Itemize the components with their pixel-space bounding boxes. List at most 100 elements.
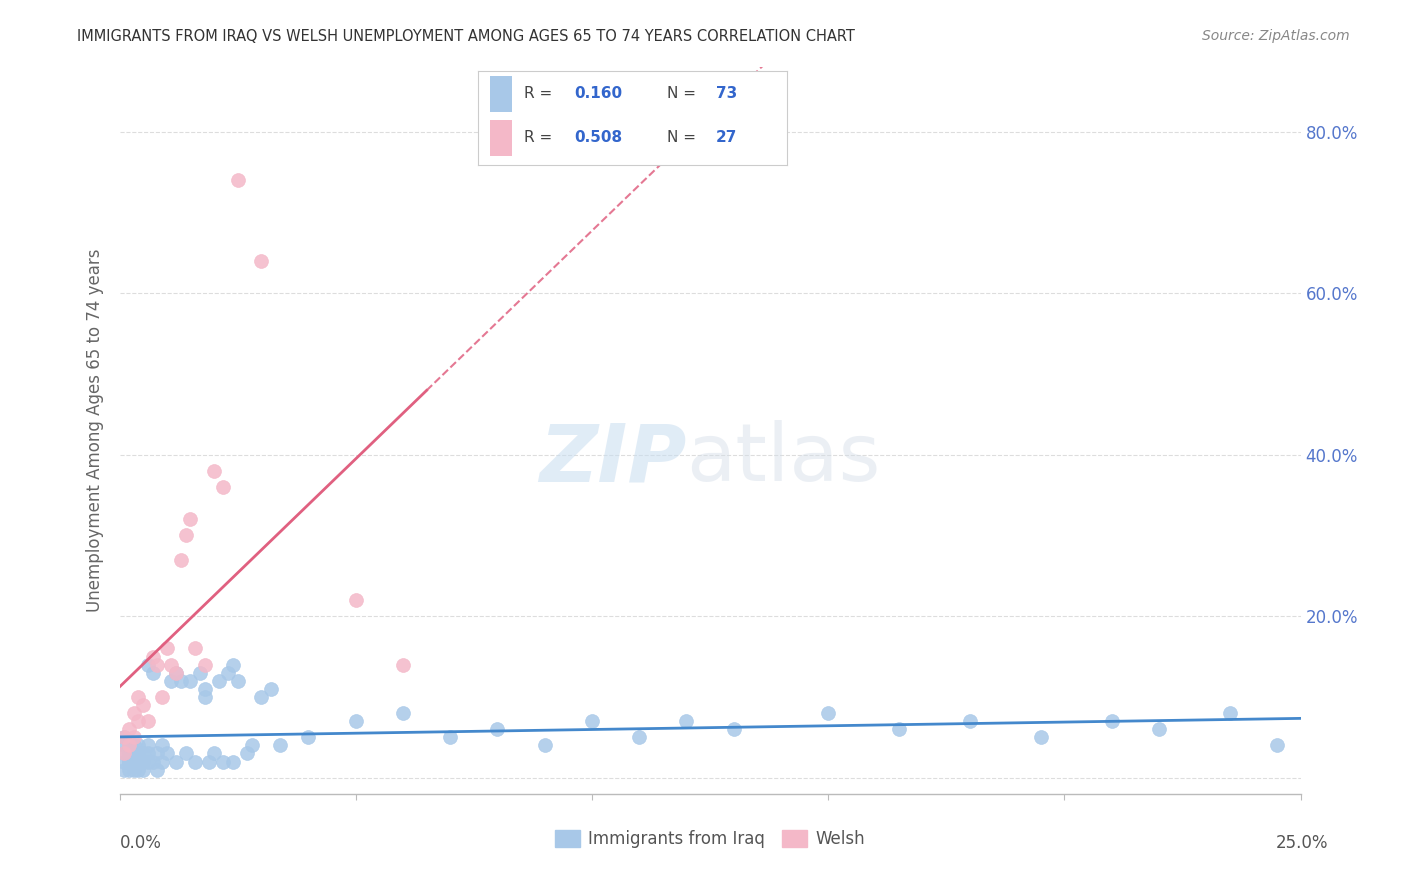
Point	[122, 755, 145, 769]
Point	[344, 714, 367, 728]
Point	[142, 755, 165, 769]
Point	[136, 657, 159, 672]
Point	[193, 657, 215, 672]
Point	[122, 739, 145, 753]
Point	[723, 723, 745, 737]
Point	[112, 747, 135, 761]
Text: IMMIGRANTS FROM IRAQ VS WELSH UNEMPLOYMENT AMONG AGES 65 TO 74 YEARS CORRELATION: IMMIGRANTS FROM IRAQ VS WELSH UNEMPLOYME…	[77, 29, 855, 44]
Point	[112, 755, 135, 769]
Point	[208, 673, 231, 688]
Bar	[491, 76, 512, 112]
Point	[122, 731, 145, 745]
Point	[240, 739, 263, 753]
Point	[142, 665, 165, 680]
Point	[150, 755, 173, 769]
Point	[533, 739, 555, 753]
Point	[222, 755, 245, 769]
Text: R =: R =	[524, 130, 558, 145]
Point	[165, 665, 187, 680]
Point	[136, 714, 159, 728]
Point	[222, 657, 245, 672]
Point	[1029, 731, 1052, 745]
Point	[142, 649, 165, 664]
Point	[127, 739, 149, 753]
Point	[150, 739, 173, 753]
Point	[260, 681, 283, 696]
Point	[127, 714, 149, 728]
Point	[132, 747, 155, 761]
Point	[193, 681, 215, 696]
Point	[165, 665, 187, 680]
Point	[127, 747, 149, 761]
Text: N =: N =	[666, 130, 700, 145]
Point	[146, 763, 169, 777]
Point	[236, 747, 259, 761]
Text: 0.160: 0.160	[574, 87, 621, 102]
Point	[202, 747, 225, 761]
Point	[160, 673, 183, 688]
Point	[202, 464, 225, 478]
Point	[959, 714, 981, 728]
Point	[179, 512, 201, 526]
Text: N =: N =	[666, 87, 700, 102]
Point	[675, 714, 697, 728]
Point	[122, 747, 145, 761]
Point	[1147, 723, 1170, 737]
Point	[112, 763, 135, 777]
Point	[122, 706, 145, 720]
Point	[136, 739, 159, 753]
Point	[198, 755, 221, 769]
Text: 0.0%: 0.0%	[120, 834, 162, 852]
Point	[127, 755, 149, 769]
Point	[392, 706, 415, 720]
Point	[118, 739, 141, 753]
Point	[226, 173, 249, 187]
Text: atlas: atlas	[686, 420, 880, 499]
Point	[188, 665, 211, 680]
Point	[170, 673, 193, 688]
Point	[118, 763, 141, 777]
Point	[112, 739, 135, 753]
Point	[122, 763, 145, 777]
Point	[212, 480, 235, 494]
Point	[146, 747, 169, 761]
Point	[118, 755, 141, 769]
Point	[269, 739, 291, 753]
Point	[212, 755, 235, 769]
Point	[132, 698, 155, 712]
Point	[193, 690, 215, 704]
Point	[1219, 706, 1241, 720]
Point	[118, 755, 141, 769]
Point	[439, 731, 461, 745]
Point	[127, 690, 149, 704]
Point	[174, 747, 197, 761]
Point	[127, 763, 149, 777]
Point	[250, 690, 273, 704]
Point	[118, 723, 141, 737]
Legend: Immigrants from Iraq, Welsh: Immigrants from Iraq, Welsh	[548, 823, 872, 855]
Text: 0.508: 0.508	[574, 130, 621, 145]
Point	[136, 755, 159, 769]
Y-axis label: Unemployment Among Ages 65 to 74 years: Unemployment Among Ages 65 to 74 years	[86, 249, 104, 612]
Bar	[491, 120, 512, 156]
Point	[392, 657, 415, 672]
Point	[486, 723, 509, 737]
Point	[132, 755, 155, 769]
Text: 25.0%: 25.0%	[1277, 834, 1329, 852]
Point	[170, 552, 193, 566]
Point	[112, 747, 135, 761]
Point	[160, 657, 183, 672]
Point	[297, 731, 319, 745]
Point	[817, 706, 839, 720]
Point	[344, 593, 367, 607]
Point	[156, 747, 179, 761]
Point	[1101, 714, 1123, 728]
Point	[112, 731, 135, 745]
Text: 73: 73	[716, 87, 738, 102]
Point	[112, 731, 135, 745]
Text: 27: 27	[716, 130, 738, 145]
Point	[165, 755, 187, 769]
Point	[217, 665, 239, 680]
Point	[628, 731, 651, 745]
Point	[250, 253, 273, 268]
